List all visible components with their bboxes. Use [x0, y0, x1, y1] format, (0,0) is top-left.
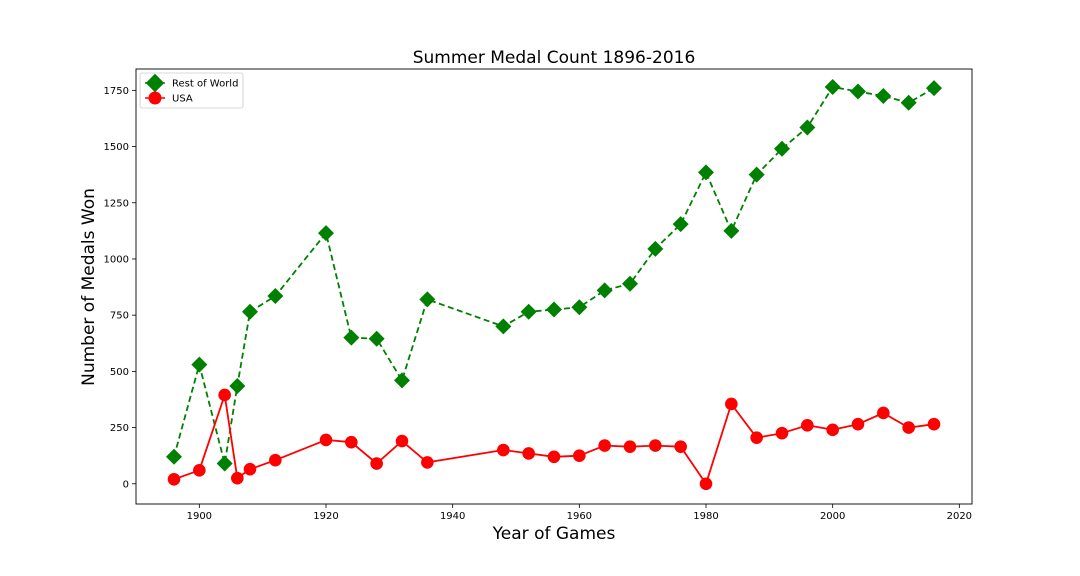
y-axis-label: Number of Medals Won: [79, 188, 99, 386]
legend: Rest of World USA: [139, 72, 244, 109]
data-point-rest-of-world: [647, 240, 664, 257]
x-tick-label: 1940: [440, 511, 465, 522]
x-tick-label: 1920: [313, 511, 338, 522]
data-point-usa: [319, 433, 333, 447]
data-point-rest-of-world: [824, 78, 841, 95]
data-point-usa: [674, 440, 687, 453]
y-tick-label: 1250: [104, 198, 129, 209]
y-tick-label: 750: [110, 311, 129, 322]
x-axis: 1900 1920 1940 1960 1980 2000 2020: [187, 504, 972, 522]
data-point-usa: [269, 453, 282, 467]
legend-box: [139, 72, 244, 109]
data-point-usa: [243, 462, 257, 476]
data-point-usa: [370, 457, 383, 470]
data-point-usa: [231, 471, 244, 485]
x-tick-label: 2020: [947, 511, 972, 522]
data-point-rest-of-world: [166, 448, 182, 465]
x-axis-label: Year of Games: [492, 524, 616, 544]
y-tick-label: 1750: [104, 86, 129, 97]
data-point-usa: [623, 440, 637, 453]
series-layer: [166, 78, 942, 491]
data-point-rest-of-world: [672, 216, 689, 233]
data-point-usa: [877, 406, 890, 420]
data-point-usa: [218, 388, 231, 402]
data-point-usa: [851, 417, 865, 431]
chart-title: Summer Medal Count 1896-2016: [413, 48, 696, 68]
data-point-rest-of-world: [698, 164, 714, 181]
series-line-rest-of-world: [173, 86, 935, 465]
data-point-usa: [395, 434, 409, 448]
data-point-usa: [193, 463, 206, 477]
data-point-usa: [547, 450, 561, 464]
x-tick-label: 1960: [567, 511, 592, 522]
data-point-usa: [167, 472, 181, 486]
data-point-rest-of-world: [622, 275, 638, 292]
data-point-rest-of-world: [799, 119, 816, 136]
data-point-usa: [522, 447, 535, 460]
data-point-usa: [345, 435, 358, 449]
x-tick-label: 1980: [693, 511, 718, 522]
x-tick-label: 2000: [820, 511, 845, 522]
data-point-rest-of-world: [343, 329, 360, 346]
data-point-usa: [902, 421, 915, 434]
data-point-rest-of-world: [748, 166, 765, 183]
y-tick-label: 250: [110, 423, 129, 434]
data-point-usa: [725, 397, 738, 411]
data-point-usa: [497, 443, 510, 457]
data-point-rest-of-world: [774, 140, 790, 157]
data-point-usa: [649, 439, 662, 452]
data-point-rest-of-world: [318, 225, 334, 242]
data-point-rest-of-world: [723, 222, 740, 239]
data-point-usa: [750, 431, 763, 444]
data-point-rest-of-world: [596, 282, 613, 299]
data-point-rest-of-world: [191, 356, 208, 373]
data-point-rest-of-world: [419, 291, 436, 308]
y-axis: 0 250 500 750 1000 1250 1500 1750: [104, 86, 136, 490]
y-tick-label: 500: [110, 367, 129, 378]
legend-usa-marker: [148, 91, 162, 105]
data-point-usa: [826, 423, 839, 437]
data-point-rest-of-world: [394, 372, 410, 389]
data-point-rest-of-world: [495, 318, 512, 335]
data-point-usa: [421, 456, 434, 469]
legend-rest-of-world-marker: [145, 73, 165, 93]
data-point-rest-of-world: [242, 303, 258, 320]
data-point-usa: [801, 419, 814, 432]
data-point-usa: [573, 449, 586, 462]
y-tick-label: 0: [123, 479, 129, 490]
legend-rest-of-world-label: Rest of World: [172, 79, 238, 90]
data-point-rest-of-world: [546, 301, 562, 318]
data-point-rest-of-world: [368, 330, 385, 347]
data-point-rest-of-world: [875, 87, 892, 104]
data-point-rest-of-world: [926, 80, 942, 97]
y-tick-label: 1500: [104, 142, 129, 153]
x-tick-label: 1900: [187, 511, 212, 522]
data-point-usa: [775, 426, 789, 440]
y-tick-label: 1000: [104, 254, 129, 265]
data-point-rest-of-world: [229, 377, 246, 394]
data-point-rest-of-world: [267, 288, 284, 305]
data-point-rest-of-world: [571, 299, 588, 316]
data-point-rest-of-world: [900, 94, 917, 111]
series-line-usa: [173, 394, 935, 485]
data-point-usa: [927, 417, 941, 431]
data-point-rest-of-world: [520, 303, 537, 320]
plot-frame: [135, 68, 973, 505]
data-point-usa: [699, 477, 713, 491]
legend-usa-label: USA: [172, 94, 193, 105]
data-point-usa: [598, 439, 611, 452]
data-point-rest-of-world: [850, 83, 866, 100]
data-point-rest-of-world: [216, 455, 233, 472]
